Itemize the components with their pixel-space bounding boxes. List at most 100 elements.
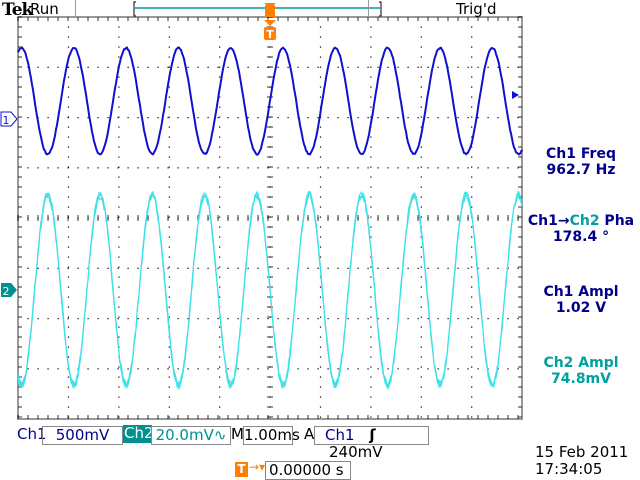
grid-dot (320, 297, 321, 298)
grid-dot (421, 187, 422, 188)
ch2-scale[interactable]: 20.0mV∿ (151, 426, 231, 445)
grid-dot (378, 67, 379, 68)
grid-dot (128, 268, 129, 269)
grid-dot (370, 357, 371, 358)
grid-dot (298, 167, 299, 168)
grid-dot (218, 268, 219, 269)
grid-dot (148, 167, 149, 168)
grid-dot (68, 267, 69, 268)
grid-dot (108, 268, 109, 269)
grid-dot (348, 268, 349, 269)
grid-dot (208, 167, 209, 168)
grid-dot (38, 268, 39, 269)
grid-dot (408, 268, 409, 269)
grid-dot (288, 67, 289, 68)
grid-dot (68, 87, 69, 88)
grid-dot (421, 247, 422, 248)
grid-dot (48, 167, 49, 168)
grid-dot (118, 77, 119, 78)
grid-dot (378, 167, 379, 168)
grid-dot (471, 307, 472, 308)
grid-dot (208, 67, 209, 68)
grid-dot (28, 368, 29, 369)
ch2-waveform (18, 191, 522, 388)
grid-dot (178, 368, 179, 369)
grid-dot (68, 307, 69, 308)
grid-dot (228, 268, 229, 269)
trigger-readout[interactable]: Ch1 ʃ 240mV (314, 426, 429, 445)
grid-dot (471, 267, 472, 268)
grid-dot (358, 167, 359, 168)
grid-dot (448, 268, 449, 269)
grid-dot (118, 47, 119, 48)
grid-dot (498, 67, 499, 68)
grid-dot (219, 327, 220, 328)
grid-dot (68, 357, 69, 358)
grid-dot (68, 337, 69, 338)
measurement-label: Ch1 Freq (522, 146, 640, 162)
grid-dot (320, 327, 321, 328)
grid-dot (471, 117, 472, 118)
grid-dot (219, 337, 220, 338)
grid-dot (370, 57, 371, 58)
grid-dot (58, 167, 59, 168)
grid-dot (219, 377, 220, 378)
grid-dot (438, 117, 439, 118)
grid-dot (338, 117, 339, 118)
grid-dot (471, 377, 472, 378)
grid-dot (68, 27, 69, 28)
grid-dot (421, 397, 422, 398)
grid-dot (38, 368, 39, 369)
grid-dot (348, 318, 349, 319)
grid-dot (471, 187, 472, 188)
grid-dot (398, 67, 399, 68)
grid-dot (48, 268, 49, 269)
grid-dot (518, 167, 519, 168)
grid-dot (458, 268, 459, 269)
grid-dot (169, 117, 170, 118)
grid-dot (78, 67, 79, 68)
grid-dot (158, 167, 159, 168)
grid-dot (78, 318, 79, 319)
ch1-scale[interactable]: 500mV (42, 426, 123, 445)
trigger-level-icon (512, 91, 519, 99)
grid-dot (488, 318, 489, 319)
grid-dot (328, 117, 329, 118)
grid-dot (421, 317, 422, 318)
grid-dot (169, 177, 170, 178)
ch2-label[interactable]: Ch2 (123, 425, 152, 443)
grid-dot (118, 397, 119, 398)
grid-dot (169, 217, 170, 218)
grid-dot (118, 318, 119, 319)
grid-dot (219, 357, 220, 358)
timebase-scale[interactable]: 1.00ms (243, 426, 293, 445)
grid-dot (471, 417, 472, 418)
grid-dot (471, 347, 472, 348)
grid-dot (78, 268, 79, 269)
grid-dot (118, 87, 119, 88)
grid-dot (320, 387, 321, 388)
grid-dot (478, 318, 479, 319)
grid-dot (370, 267, 371, 268)
grid-dot (168, 167, 169, 168)
grid-dot (219, 367, 220, 368)
grid-dot (348, 117, 349, 118)
grid-dot (98, 318, 99, 319)
grid-dot (98, 117, 99, 118)
grid-dot (320, 137, 321, 138)
grid-dot (421, 57, 422, 58)
grid-dot (219, 227, 220, 228)
grid-dot (498, 167, 499, 168)
grid-dot (169, 257, 170, 258)
grid-dot (108, 318, 109, 319)
grid-dot (148, 318, 149, 319)
grid-dot (118, 147, 119, 148)
grid-dot (38, 167, 39, 168)
grid-dot (370, 367, 371, 368)
grid-dot (448, 117, 449, 118)
grid-dot (421, 407, 422, 408)
grid-dot (418, 268, 419, 269)
grid-dot (488, 67, 489, 68)
grid-dot (118, 107, 119, 108)
horizontal-position[interactable]: 0.00000 s (265, 461, 351, 480)
